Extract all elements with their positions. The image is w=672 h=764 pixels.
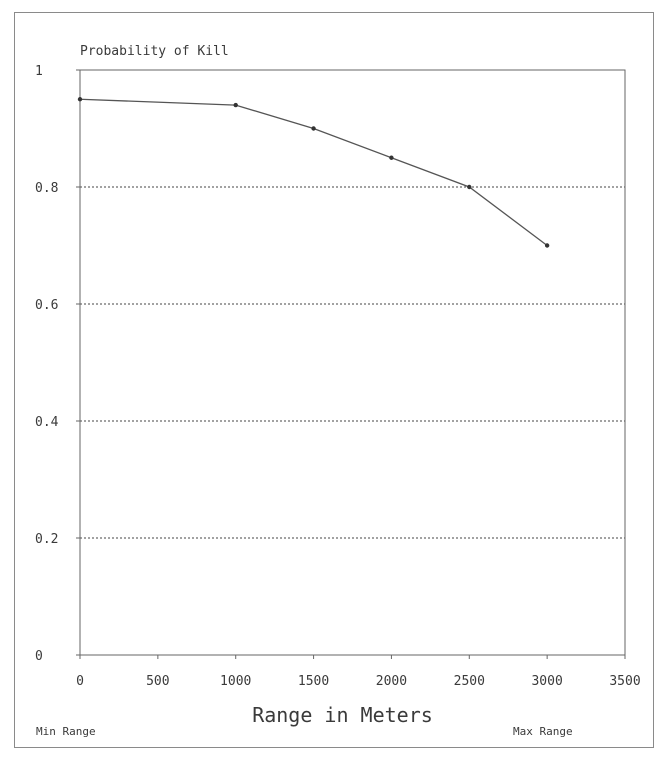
gridlines	[80, 186, 625, 539]
y-axis-ticks: 0 0.2 0.4 0.6 0.8 1	[35, 64, 80, 664]
y-tick-label: 0.6	[35, 298, 58, 313]
x-tick-label: 3000	[531, 674, 562, 689]
x-tick-label: 500	[146, 674, 169, 689]
data-point	[311, 126, 316, 131]
max-range-label: Max Range	[513, 725, 573, 738]
y-tick-label: 0.8	[35, 181, 58, 196]
x-axis-label: Range in Meters	[252, 703, 433, 727]
y-tick-label: 0.2	[35, 532, 58, 547]
data-point	[77, 97, 83, 102]
y-tick-label: 1	[35, 64, 43, 79]
plot-area	[79, 69, 626, 656]
data-point	[389, 155, 394, 160]
data-point	[233, 102, 238, 108]
x-tick-label: 0	[76, 674, 84, 689]
data-points	[77, 97, 550, 248]
y-tick-label: 0.4	[35, 415, 59, 430]
data-point	[467, 184, 472, 190]
x-tick-label: 2500	[454, 674, 485, 689]
y-tick-label: 0	[35, 649, 43, 664]
data-point	[544, 243, 550, 248]
x-tick-label: 1500	[298, 674, 329, 689]
chart-title: Probability of Kill	[80, 44, 229, 59]
x-axis-ticks: 0 500 1000 1500 2000 2500 3000 3500	[76, 655, 641, 689]
x-tick-label: 3500	[609, 674, 640, 689]
x-tick-label: 2000	[376, 674, 407, 689]
chart-frame	[14, 12, 654, 748]
series-line	[79, 98, 548, 247]
min-range-label: Min Range	[36, 725, 96, 738]
x-tick-label: 1000	[220, 674, 251, 689]
